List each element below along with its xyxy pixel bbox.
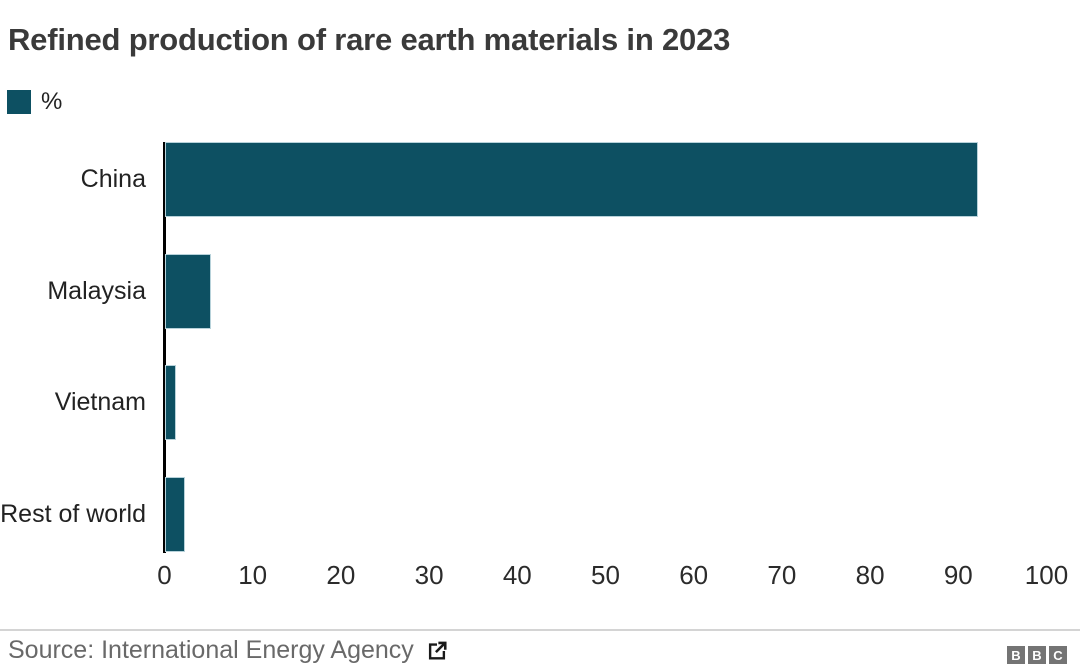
bbc-logo-block: B	[1007, 646, 1025, 664]
x-tick-label: 100	[1024, 560, 1069, 590]
category-label: Malaysia	[47, 276, 146, 305]
x-tick-label: 50	[591, 560, 620, 590]
legend-swatch	[7, 90, 31, 114]
chart-title: Refined production of rare earth materia…	[8, 22, 731, 57]
source-line: Source: International Energy Agency	[8, 636, 448, 665]
source-label: Source: International Energy Agency	[8, 636, 414, 664]
legend: %	[7, 88, 63, 115]
category-label: Rest of world	[0, 499, 146, 528]
footer-divider	[0, 629, 1080, 631]
bbc-logo: B B C	[1007, 646, 1067, 664]
x-tick-label: 60	[679, 560, 709, 590]
x-tick-label: 80	[855, 560, 885, 590]
bar-rest-of-world	[166, 477, 184, 551]
x-tick-label: 70	[767, 560, 797, 590]
x-tick-label: 30	[414, 560, 444, 590]
bar-malaysia	[166, 254, 211, 328]
bbc-logo-block: C	[1049, 646, 1067, 664]
bbc-logo-block: B	[1028, 646, 1046, 664]
category-label: Vietnam	[54, 388, 146, 416]
category-label: China	[80, 165, 146, 193]
bar-chart: China Malaysia Vietnam Rest of world 0 10 20 3…	[0, 142, 1080, 612]
x-tick-label: 20	[326, 560, 356, 590]
external-link-icon[interactable]	[426, 640, 448, 662]
x-tick-label: 10	[238, 560, 268, 590]
y-axis-line	[163, 142, 166, 553]
x-tick-label: 40	[502, 560, 532, 590]
bar-vietnam	[166, 366, 175, 439]
x-tick-label: 90	[943, 560, 973, 590]
legend-label: %	[41, 88, 63, 115]
x-tick-label: 0	[157, 560, 172, 590]
bar-china	[166, 143, 978, 216]
